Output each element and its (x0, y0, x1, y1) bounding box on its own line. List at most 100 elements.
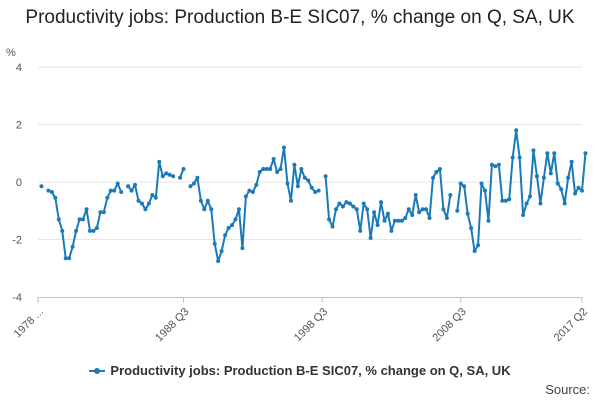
data-point[interactable] (164, 171, 169, 176)
data-point[interactable] (372, 210, 377, 215)
data-point[interactable] (247, 188, 252, 193)
data-point[interactable] (580, 188, 584, 193)
data-point[interactable] (81, 217, 86, 222)
data-point[interactable] (472, 249, 477, 253)
data-point[interactable] (476, 243, 481, 248)
data-point[interactable] (282, 145, 287, 150)
data-point[interactable] (479, 181, 484, 186)
data-point[interactable] (233, 217, 238, 222)
data-point[interactable] (313, 190, 318, 195)
data-point[interactable] (358, 228, 363, 233)
data-point[interactable] (576, 185, 581, 190)
data-point[interactable] (510, 155, 515, 160)
data-point[interactable] (195, 175, 200, 180)
data-point[interactable] (191, 181, 196, 186)
data-point[interactable] (309, 185, 314, 190)
data-point[interactable] (441, 207, 446, 212)
data-point[interactable] (323, 174, 328, 179)
data-point[interactable] (46, 188, 51, 193)
data-point[interactable] (489, 162, 494, 167)
data-point[interactable] (545, 151, 550, 156)
data-point[interactable] (63, 256, 68, 261)
data-point[interactable] (500, 198, 505, 203)
data-point[interactable] (493, 164, 498, 169)
data-point[interactable] (105, 195, 110, 200)
data-point[interactable] (555, 181, 560, 186)
data-point[interactable] (257, 169, 262, 174)
data-point[interactable] (528, 194, 533, 199)
data-point[interactable] (469, 226, 474, 230)
data-point[interactable] (354, 207, 359, 212)
data-point[interactable] (573, 191, 578, 196)
data-point[interactable] (150, 192, 155, 197)
data-point[interactable] (275, 169, 280, 174)
data-point[interactable] (431, 175, 436, 180)
data-point[interactable] (413, 192, 418, 197)
data-point[interactable] (278, 167, 283, 172)
data-point[interactable] (316, 188, 321, 193)
data-point[interactable] (39, 184, 44, 189)
data-point[interactable] (541, 175, 546, 180)
data-point[interactable] (219, 249, 224, 253)
data-point[interactable] (53, 195, 58, 200)
data-point[interactable] (299, 167, 304, 172)
data-point[interactable] (306, 178, 311, 183)
data-point[interactable] (84, 207, 89, 212)
data-point[interactable] (379, 200, 384, 205)
data-point[interactable] (399, 218, 404, 223)
data-point[interactable] (330, 224, 335, 229)
data-point[interactable] (389, 228, 394, 233)
data-point[interactable] (160, 174, 165, 179)
data-point[interactable] (434, 169, 439, 174)
data-point[interactable] (56, 217, 61, 222)
data-point[interactable] (437, 167, 442, 172)
data-point[interactable] (521, 213, 526, 218)
data-point[interactable] (448, 192, 453, 197)
data-point[interactable] (365, 207, 370, 212)
data-point[interactable] (167, 172, 172, 177)
data-point[interactable] (344, 200, 349, 205)
data-point[interactable] (583, 151, 588, 156)
data-point[interactable] (569, 159, 574, 164)
data-point[interactable] (60, 228, 65, 233)
data-point[interactable] (254, 182, 259, 187)
data-point[interactable] (67, 256, 72, 261)
data-point[interactable] (548, 171, 553, 176)
data-point[interactable] (243, 194, 248, 199)
data-point[interactable] (534, 174, 539, 179)
data-point[interactable] (112, 188, 117, 193)
data-point[interactable] (361, 201, 366, 206)
data-point[interactable] (94, 226, 99, 230)
data-point[interactable] (236, 207, 241, 212)
data-point[interactable] (115, 181, 120, 186)
data-point[interactable] (507, 197, 512, 202)
data-point[interactable] (202, 207, 207, 212)
data-point[interactable] (417, 210, 422, 215)
data-point[interactable] (157, 159, 162, 164)
data-point[interactable] (465, 211, 470, 216)
data-point[interactable] (240, 246, 245, 251)
data-point[interactable] (209, 207, 214, 212)
data-point[interactable] (126, 184, 131, 189)
data-point[interactable] (101, 210, 106, 215)
data-point[interactable] (268, 167, 273, 172)
data-point[interactable] (178, 175, 183, 180)
data-point[interactable] (552, 151, 557, 156)
data-point[interactable] (531, 148, 536, 153)
data-point[interactable] (87, 228, 92, 233)
data-point[interactable] (403, 215, 408, 220)
data-point[interactable] (153, 195, 158, 200)
data-point[interactable] (285, 181, 290, 186)
data-point[interactable] (375, 223, 380, 228)
data-point[interactable] (230, 223, 235, 228)
data-point[interactable] (295, 184, 300, 189)
data-point[interactable] (292, 162, 297, 167)
data-point[interactable] (171, 174, 176, 179)
data-point[interactable] (333, 207, 338, 212)
data-point[interactable] (77, 217, 82, 222)
data-point[interactable] (216, 259, 221, 264)
data-point[interactable] (559, 187, 564, 192)
data-point[interactable] (382, 218, 387, 223)
data-point[interactable] (129, 188, 134, 193)
data-point[interactable] (49, 190, 54, 195)
